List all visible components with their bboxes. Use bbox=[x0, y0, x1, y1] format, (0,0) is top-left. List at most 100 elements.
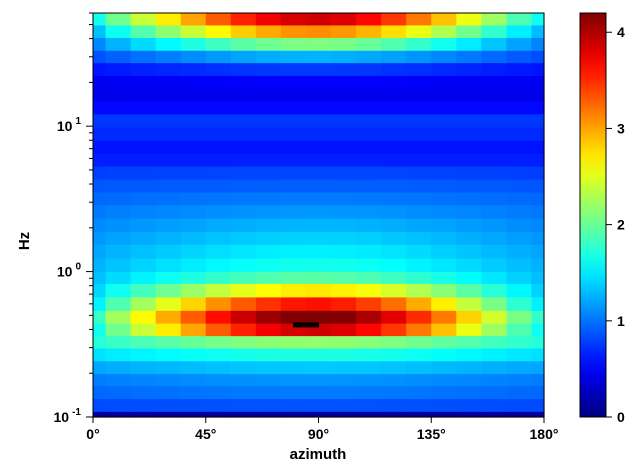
heatmap-cell bbox=[481, 271, 508, 284]
heatmap-cell bbox=[280, 398, 307, 412]
heatmap-cell bbox=[205, 360, 232, 375]
heatmap-cell bbox=[531, 204, 545, 219]
heatmap-cell bbox=[456, 411, 482, 418]
heatmap-cell bbox=[130, 385, 157, 400]
heatmap-cell bbox=[93, 335, 107, 349]
heatmap-cell bbox=[255, 385, 282, 400]
heatmap-cell bbox=[456, 283, 482, 298]
heatmap-cell bbox=[456, 100, 482, 115]
heatmap-cell bbox=[230, 398, 257, 412]
heatmap-cell bbox=[456, 88, 482, 102]
heatmap-cell bbox=[155, 191, 182, 206]
heatmap-cell bbox=[431, 166, 457, 180]
heatmap-cell bbox=[180, 360, 207, 375]
y-tick-label: 10 0 bbox=[57, 262, 82, 280]
heatmap-cell bbox=[381, 373, 407, 387]
heatmap-cell bbox=[331, 140, 357, 154]
heatmap-cell bbox=[506, 411, 533, 418]
heatmap-cell bbox=[255, 335, 282, 349]
heatmap-cell bbox=[456, 385, 482, 400]
heatmap-cell bbox=[180, 62, 207, 76]
heatmap-cell bbox=[93, 310, 107, 324]
colorbar-tick-label: 2 bbox=[617, 217, 625, 233]
heatmap-cell bbox=[305, 283, 332, 298]
heatmap-cell bbox=[305, 191, 332, 206]
heatmap-cell bbox=[506, 257, 533, 272]
heatmap-cell bbox=[531, 75, 545, 90]
heatmap-cell bbox=[381, 347, 407, 362]
heatmap-cell bbox=[456, 153, 482, 167]
heatmap-cell bbox=[255, 231, 282, 245]
heatmap-cell bbox=[155, 257, 182, 272]
heatmap-cell bbox=[406, 323, 432, 337]
heatmap-cell bbox=[331, 50, 357, 64]
heatmap-cell bbox=[331, 257, 357, 272]
heatmap-cell bbox=[105, 75, 132, 90]
x-tick-label: 135° bbox=[417, 426, 446, 442]
heatmap-cell bbox=[431, 88, 457, 102]
colorbar bbox=[579, 12, 607, 418]
colorbar-tick-label: 4 bbox=[617, 24, 625, 40]
heatmap-cell bbox=[506, 217, 533, 232]
heatmap-cell bbox=[406, 271, 432, 284]
heatmap-cell bbox=[130, 204, 157, 219]
heatmap-cell bbox=[331, 323, 357, 337]
heatmap-cell bbox=[180, 257, 207, 272]
heatmap-cell bbox=[506, 385, 533, 400]
heatmap-cell bbox=[406, 411, 432, 418]
heatmap-cell bbox=[180, 323, 207, 337]
heatmap-cell bbox=[305, 296, 332, 311]
x-axis: 0° 45° 90° 135° 180° bbox=[86, 417, 558, 442]
heatmap-cell bbox=[481, 62, 508, 76]
heatmap-cell bbox=[381, 88, 407, 102]
heatmap-cell bbox=[93, 411, 107, 418]
heatmap-cell bbox=[456, 296, 482, 311]
heatmap-cell bbox=[205, 385, 232, 400]
heatmap-cell bbox=[506, 140, 533, 154]
heatmap-cell bbox=[155, 244, 182, 259]
y-tick-base: 10 bbox=[57, 264, 73, 280]
heatmap-cell bbox=[255, 296, 282, 311]
heatmap-cell bbox=[155, 88, 182, 102]
heatmap-cell bbox=[205, 296, 232, 311]
heatmap-cell bbox=[180, 166, 207, 180]
heatmap-cell bbox=[531, 140, 545, 154]
heatmap-cell bbox=[331, 204, 357, 219]
heatmap-cell bbox=[531, 244, 545, 259]
heatmap-cell bbox=[531, 62, 545, 76]
heatmap-cell bbox=[331, 126, 357, 141]
heatmap-cell bbox=[506, 13, 533, 26]
heatmap-cell bbox=[506, 204, 533, 219]
heatmap-cell bbox=[481, 385, 508, 400]
heatmap-cell bbox=[180, 24, 207, 38]
heatmap-cell bbox=[506, 373, 533, 387]
heatmap-cell bbox=[381, 398, 407, 412]
heatmap-cell bbox=[406, 191, 432, 206]
heatmap-cell bbox=[381, 231, 407, 245]
heatmap-cell bbox=[356, 126, 382, 141]
heatmap-cell bbox=[305, 257, 332, 272]
heatmap-cell bbox=[381, 37, 407, 51]
heatmap-cell bbox=[230, 411, 257, 418]
heatmap-cell bbox=[406, 113, 432, 128]
heatmap-cell bbox=[381, 323, 407, 337]
heatmap-cell bbox=[356, 360, 382, 375]
heatmap-cell bbox=[531, 13, 545, 26]
heatmap-cell bbox=[431, 24, 457, 38]
heatmap-cell bbox=[431, 271, 457, 284]
heatmap-cell bbox=[255, 244, 282, 259]
heatmap-cell bbox=[105, 204, 132, 219]
heatmap-cell bbox=[305, 179, 332, 193]
heatmap-cell bbox=[130, 75, 157, 90]
heatmap-cell bbox=[506, 244, 533, 259]
heatmap-cell bbox=[305, 140, 332, 154]
heatmap-cell bbox=[230, 179, 257, 193]
heatmap-cell bbox=[255, 140, 282, 154]
heatmap-cell bbox=[230, 140, 257, 154]
heatmap-cell bbox=[356, 335, 382, 349]
heatmap-cell bbox=[456, 24, 482, 38]
heatmap-cell bbox=[93, 62, 107, 76]
heatmap-cell bbox=[481, 88, 508, 102]
heatmap-cell bbox=[356, 166, 382, 180]
heatmap-cell bbox=[130, 360, 157, 375]
